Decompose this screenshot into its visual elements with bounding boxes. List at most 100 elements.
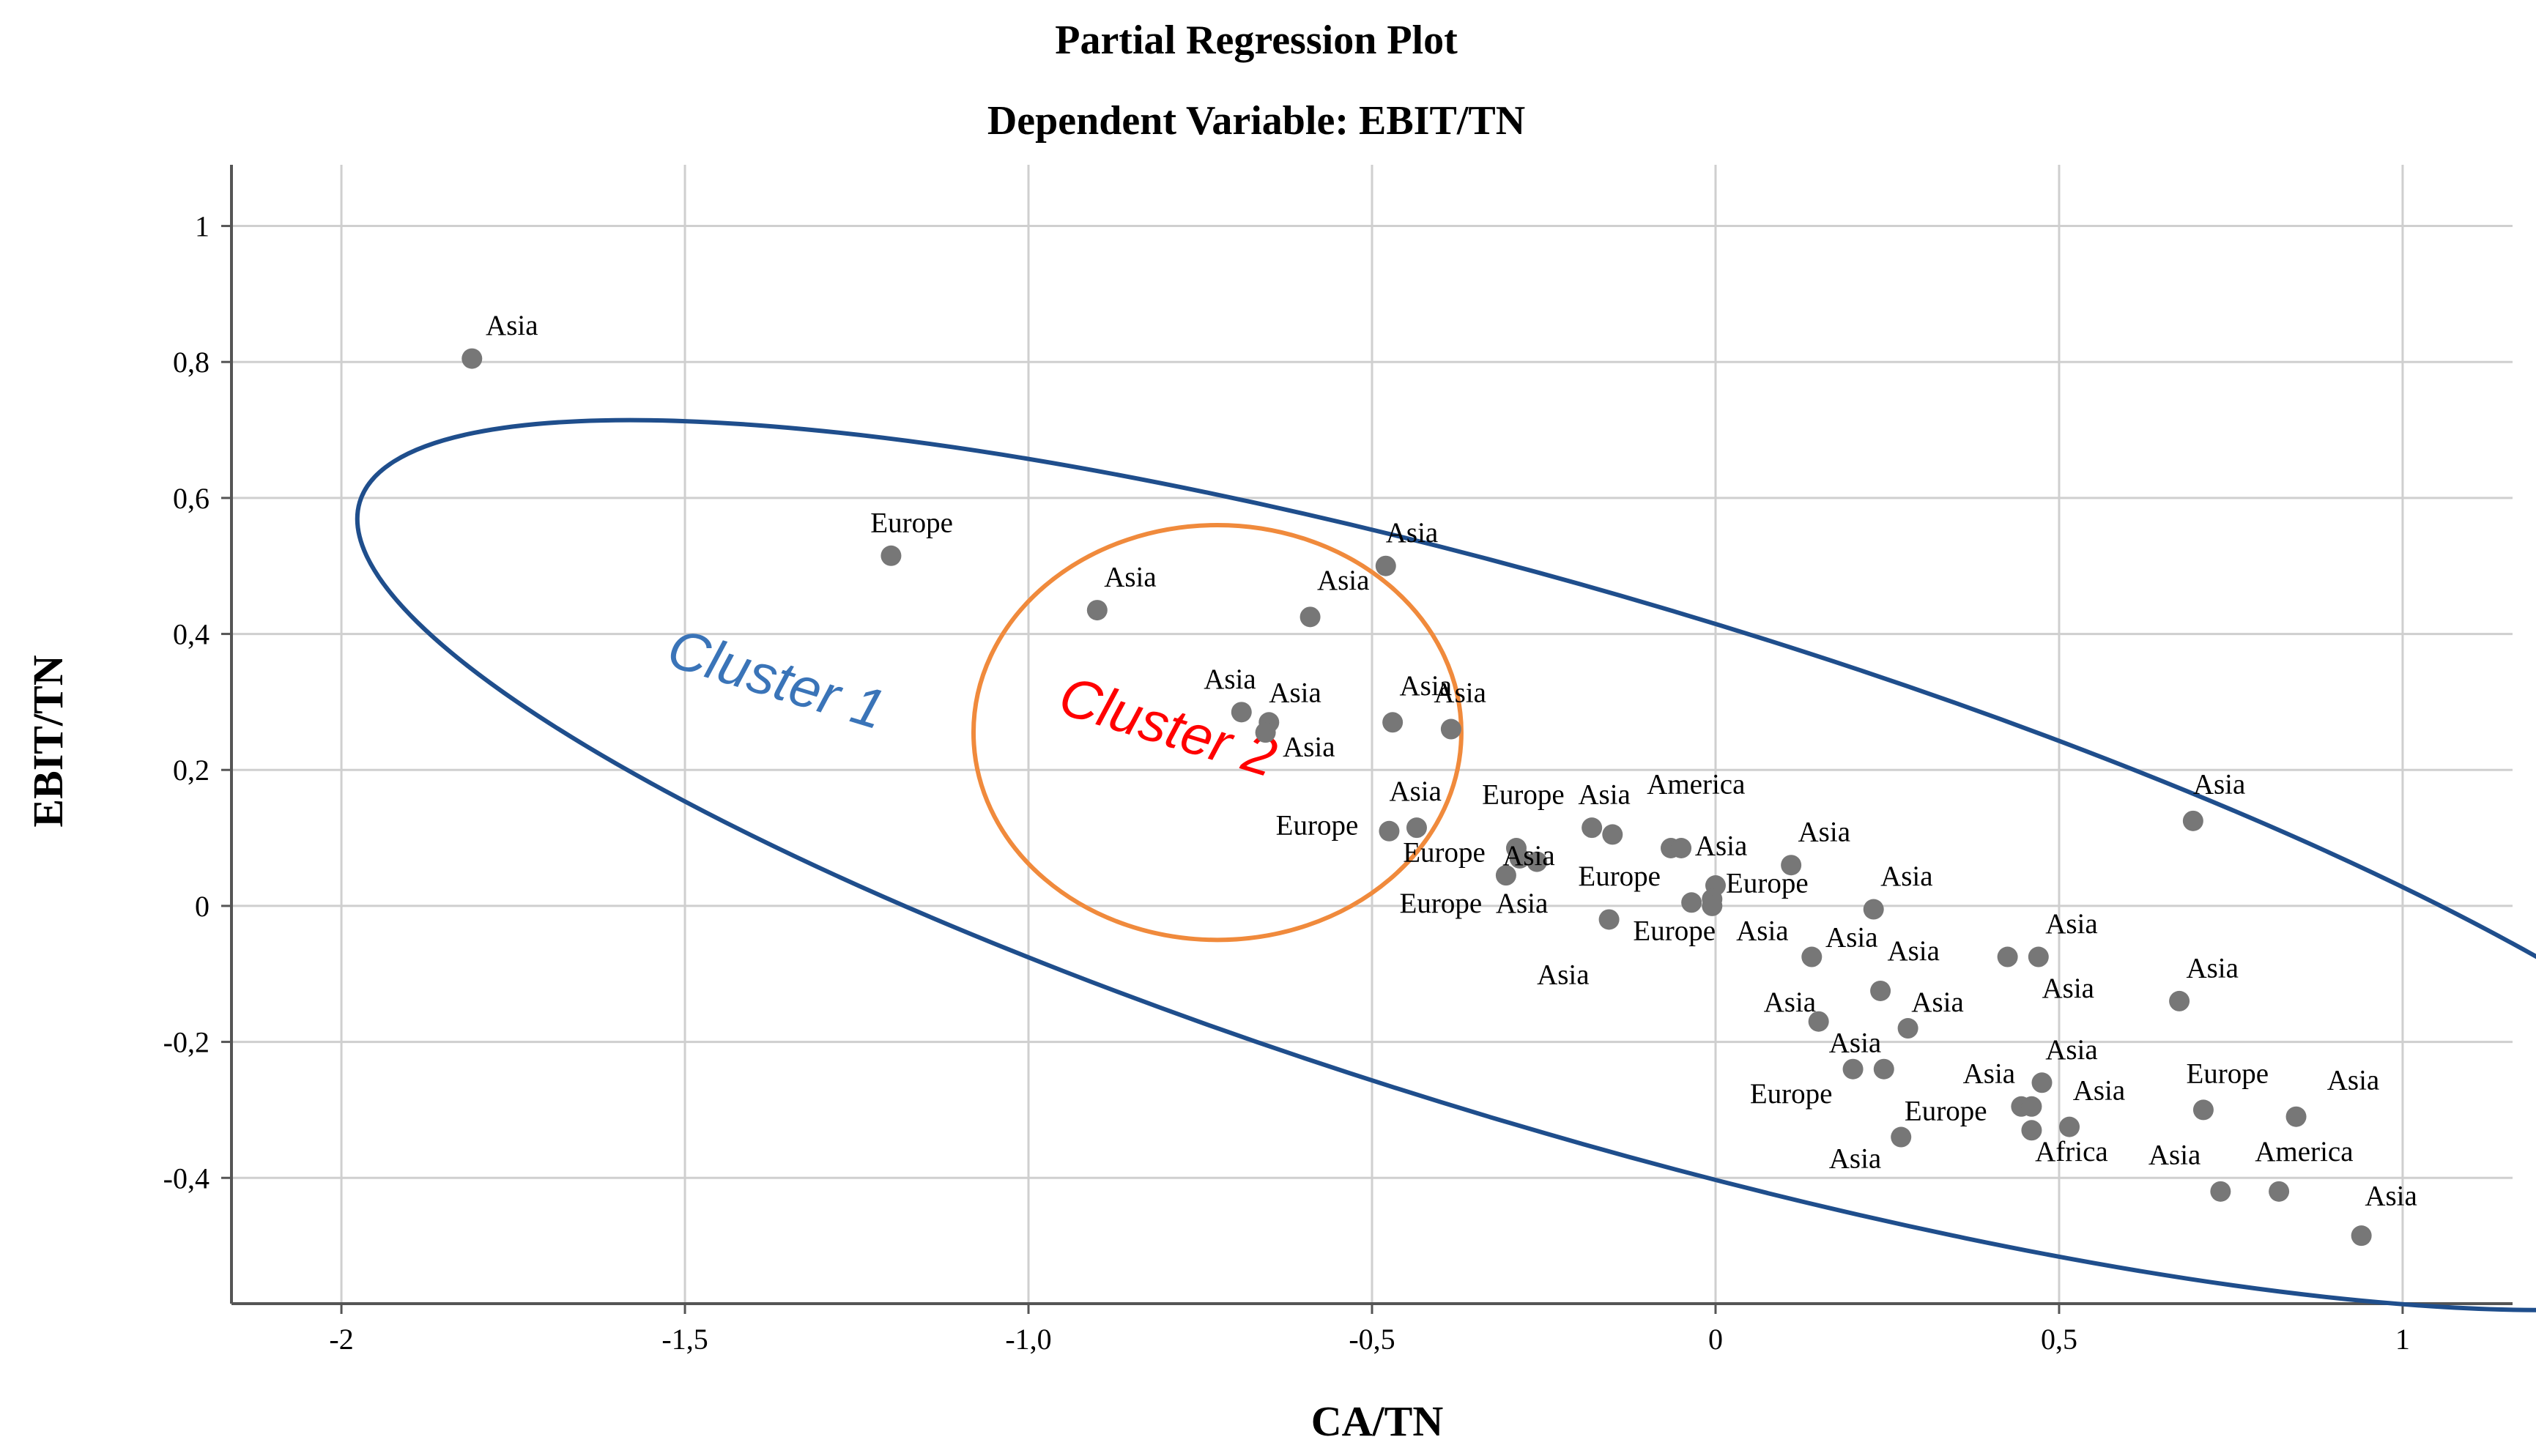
x-tick-label: -1,0 [1005,1323,1051,1356]
point-label: Europe [1726,867,1809,899]
y-tick-label: 1 [195,210,210,243]
point-label: Asia [2073,1074,2126,1106]
x-tick-label: -0,5 [1349,1323,1395,1356]
y-tick-label: 0,6 [173,482,210,515]
point-label: Asia [1317,565,1370,596]
data-point [1997,946,2018,967]
data-point [2351,1225,2372,1247]
point-label: Asia [2365,1180,2417,1211]
data-point [1375,555,1396,576]
data-point [1702,895,1723,916]
cluster-label: Cluster 1 [661,617,892,741]
data-point [1873,1058,1894,1080]
data-point [2269,1181,2290,1202]
grid [231,165,2513,1304]
data-point [1781,855,1802,876]
data-point [1086,600,1108,621]
data-point [1406,817,1427,839]
point-label: Asia [1695,830,1748,861]
point-label: Asia [1798,817,1851,848]
point-label: Europe [1750,1078,1833,1110]
point-label: Asia [1880,861,1933,892]
data-point [1299,606,1321,628]
point-labels: Asia Europe Asia Asia Asia Asia Asia Asia Asia As… [486,310,2417,1211]
data-point [1897,1018,1918,1039]
point-label: Asia [486,310,538,341]
point-label: Asia [1389,776,1442,807]
x-tick-label: -2 [329,1323,353,1356]
data-point [1231,702,1252,723]
point-label: Asia [1829,1028,1882,1059]
data-point [1495,865,1516,886]
point-label: Asia [1829,1143,1882,1174]
point-label: Asia [1386,517,1439,549]
x-axis-title: CA/TN [1311,1397,1444,1445]
data-point [1255,722,1276,743]
chart-subtitle: Dependent Variable: EBIT/TN [987,98,1525,144]
tick-labels: -2 -1,5 -1,0 -0,5 0 0,5 1 1 0,8 0,6 0,4 0,2 0 -0,2 -0,… [163,210,2410,1356]
data-points [461,348,2372,1247]
point-label: Asia [1204,664,1256,695]
point-label: Asia [2045,908,2098,940]
point-label: Asia [1269,677,1321,708]
data-point [2059,1116,2080,1137]
data-point [2021,1096,2042,1117]
x-tick-label: 0 [1708,1323,1723,1356]
point-label: Africa [2035,1136,2108,1167]
point-label: Europe [1482,779,1565,811]
x-tick-label: 0,5 [2041,1323,2077,1356]
y-tick-label: -0,2 [163,1026,210,1059]
data-point [2210,1181,2231,1202]
point-label: Europe [2186,1058,2269,1089]
data-point [1681,892,1702,913]
data-point [2169,990,2190,1011]
point-label: Europe [1403,837,1486,869]
point-label: Europe [1905,1095,1987,1126]
data-point [1602,824,1623,845]
data-point [1382,712,1404,733]
point-label: Asia [2045,1034,2098,1066]
point-label: Asia [2186,952,2239,984]
y-tick-label: 0,2 [173,754,210,787]
point-label: Asia [1736,915,1789,946]
point-label: Asia [1911,987,1964,1018]
point-label: Asia [1283,732,1335,763]
data-point [1509,847,1530,869]
y-tick-label: 0,8 [173,346,210,379]
chart-title: Partial Regression Plot [1055,18,1458,63]
data-point [1863,899,1884,920]
point-label: Europe [870,507,953,538]
point-label: Asia [2148,1140,2201,1171]
data-point [1801,946,1823,967]
data-point [2021,1120,2042,1141]
data-point [2192,1099,2214,1121]
point-label: Asia [1825,922,1878,954]
y-tick-label: -0,4 [163,1162,210,1195]
data-point [1808,1011,1829,1032]
x-tick-label: 1 [2395,1323,2410,1356]
data-point [2182,810,2203,831]
point-label: Asia [1578,779,1631,811]
cluster-ellipse [971,523,1464,943]
y-tick-label: 0 [195,890,210,923]
point-label: Asia [2193,769,2246,801]
point-label: Asia [1764,987,1817,1018]
point-label: Asia [2327,1065,2380,1096]
point-label: Asia [1537,959,1590,991]
data-point [2031,1072,2053,1093]
data-point [1598,909,1620,930]
y-tick-label: 0,4 [173,618,210,651]
point-label: Europe [1633,915,1716,946]
point-label: Asia [1434,677,1486,708]
point-label: Asia [1887,935,1940,967]
data-point [1671,838,1692,858]
data-point [880,545,902,566]
point-label: Asia [1502,840,1555,872]
data-point [2028,946,2049,967]
point-label: Asia [1104,562,1157,593]
data-point [1870,980,1891,1001]
cluster-ellipse [355,417,2536,1312]
y-axis-title: EBIT/TN [24,655,72,827]
data-point [461,348,483,369]
